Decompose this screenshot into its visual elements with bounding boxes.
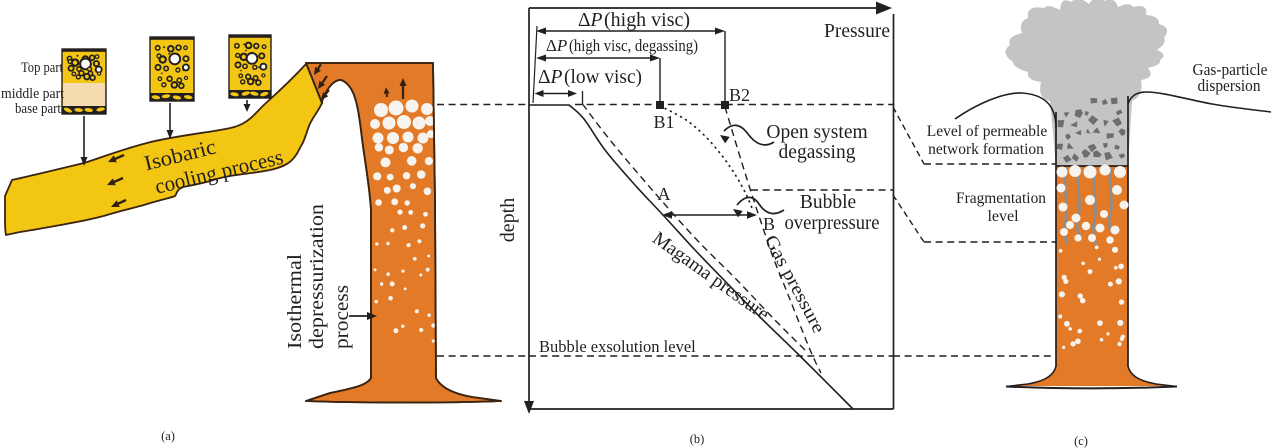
svg-text:Isothermal: Isothermal bbox=[284, 254, 306, 349]
svg-text:level: level bbox=[987, 208, 1019, 225]
svg-text:(b): (b) bbox=[690, 432, 705, 446]
svg-text:Δ: Δ bbox=[578, 10, 591, 31]
svg-text:dispersion: dispersion bbox=[1198, 76, 1261, 95]
svg-text:(high visc): (high visc) bbox=[604, 10, 690, 31]
svg-text:base part: base part bbox=[15, 101, 62, 117]
svg-text:depth: depth bbox=[497, 198, 519, 242]
svg-text:Top part: Top part bbox=[21, 60, 64, 76]
svg-text:middle part: middle part bbox=[1, 86, 65, 102]
svg-text:Pressure: Pressure bbox=[824, 20, 890, 42]
svg-text:A: A bbox=[658, 184, 671, 204]
svg-text:network formation: network formation bbox=[928, 141, 1044, 158]
svg-text:Gas-particle: Gas-particle bbox=[1193, 60, 1268, 79]
svg-text:B2: B2 bbox=[729, 85, 750, 105]
svg-text:B: B bbox=[763, 214, 775, 234]
svg-text:Bubble exsolution level: Bubble exsolution level bbox=[539, 337, 696, 356]
svg-text:P: P bbox=[556, 36, 567, 55]
svg-text:(c): (c) bbox=[1074, 434, 1088, 448]
svg-text:P: P bbox=[589, 10, 602, 31]
svg-text:(high visc, degassing): (high visc, degassing) bbox=[569, 36, 698, 55]
svg-text:B1: B1 bbox=[653, 112, 674, 132]
svg-text:(a): (a) bbox=[161, 429, 175, 443]
svg-text:Δ: Δ bbox=[546, 36, 557, 55]
svg-text:process: process bbox=[331, 285, 353, 349]
svg-text:Δ: Δ bbox=[538, 67, 551, 88]
svg-text:Level of permeable: Level of permeable bbox=[927, 123, 1048, 140]
svg-text:P: P bbox=[549, 67, 562, 88]
svg-text:(low visc): (low visc) bbox=[564, 67, 642, 88]
svg-text:degassing: degassing bbox=[779, 142, 856, 163]
svg-text:Open system: Open system bbox=[766, 122, 867, 143]
svg-text:overpressure: overpressure bbox=[785, 213, 880, 234]
svg-text:Bubble: Bubble bbox=[800, 192, 856, 213]
svg-text:Fragmentation: Fragmentation bbox=[956, 190, 1046, 207]
svg-text:depressurization: depressurization bbox=[306, 204, 328, 349]
